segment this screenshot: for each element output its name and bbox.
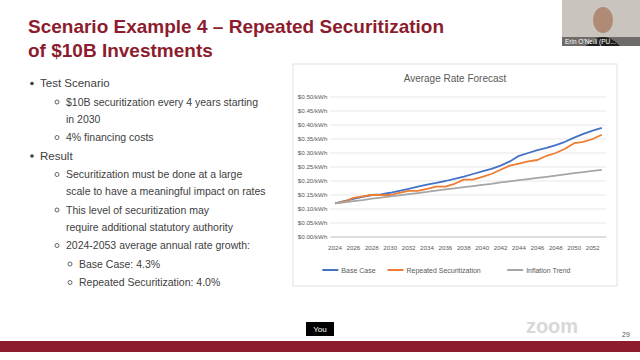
y-tick-label: $0.20/kWh [298,177,328,184]
x-tick-label: 2046 [531,244,545,251]
legend-swatch [322,269,338,271]
x-tick-label: 2044 [512,244,526,251]
bullet-dot [55,208,59,212]
x-tick-label: 2032 [402,244,416,251]
footer-bar [0,341,640,352]
slide-title: of $10B Investments [28,40,213,61]
bullet-text: This level of securitization may [66,204,210,216]
x-tick-label: 2038 [457,244,471,251]
bullet-dot [30,82,34,86]
y-tick-label: $0.30/kWh [298,149,328,156]
x-tick-label: 2030 [383,244,397,251]
caption: You [313,325,327,334]
bullet-text: in 2030 [66,113,101,125]
zoom-logo: zoom [526,315,578,337]
x-tick-label: 2048 [549,244,563,251]
x-tick-label: 2042 [494,244,508,251]
x-tick-label: 2040 [475,244,489,251]
bullet-text: 2024-2053 average annual rate growth: [66,239,250,251]
legend-label: Repeated Securitization [406,267,480,275]
grid-line [330,181,606,182]
slide-title: Scenario Example 4 – Repeated Securitiza… [28,16,444,37]
series-line [335,128,602,204]
series-group [335,128,602,204]
x-tick-label: 2024 [328,244,342,251]
y-tick-label: $0.40/kWh [298,121,328,128]
x-tick-label: 2028 [365,244,379,251]
name-tag-bg [562,37,640,46]
y-tick-label: $0.00/kWh [298,233,328,240]
grid-line [330,209,606,210]
y-tick-label: $0.50/kWh [298,93,328,100]
page-number: 29 [622,331,630,338]
bullet-text: require additional statutory authority [66,221,234,233]
speaker-name: Erin O'Neill (PU... [565,38,616,46]
x-tick-label: 2026 [347,244,361,251]
bullet-dot [55,136,59,140]
grid-line [330,167,606,168]
y-tick-label: $0.25/kWh [298,163,328,170]
bullet-text: 4% financing costs [66,131,154,143]
bullet-text: Base Case: 4.3% [79,258,160,270]
legend-label: Base Case [341,267,375,274]
background [0,0,640,360]
x-tick-label: 2034 [420,244,434,251]
bullet-dot [30,154,34,158]
bullet-dot [68,281,72,285]
legend-swatch [387,269,403,271]
bullet-dot [55,173,59,177]
speaker-face [593,7,613,33]
legend-swatch [507,269,523,271]
y-tick-label: $0.10/kWh [298,205,328,212]
legend-label: Inflation Trend [526,267,570,274]
video-thumbnail [562,0,640,46]
bullet-text: $10B securitization every 4 years starti… [66,96,258,108]
bullet-text: Repeated Securitization: 4.0% [79,276,220,288]
y-tick-label: $0.45/kWh [298,107,328,114]
x-tick-label: 2036 [439,244,453,251]
bullet-text: Test Scenario [40,77,110,89]
grid-line [330,153,606,154]
series-line [335,170,602,204]
bullet-text: scale to have a meaningful impact on rat… [66,185,266,197]
y-tick-label: $0.05/kWh [298,219,328,226]
x-tick-label: 2052 [586,244,600,251]
grid-line [330,97,606,98]
grid-line [330,139,606,140]
chart-frame [293,64,617,286]
y-range [330,97,331,237]
bullet-dot [68,262,72,266]
bullet-dot [55,100,59,104]
x-axis [330,237,606,238]
series-line [335,135,602,204]
caption-bg [306,322,334,336]
grid-line [330,223,606,224]
grid-line [330,125,606,126]
chart-title: Average Rate Forecast [404,73,507,84]
bullet-text: Result [40,150,73,162]
grid-line [330,111,606,112]
y-tick-label: $0.15/kWh [298,191,328,198]
bullet-text: Securitization must be done at a large [66,168,242,180]
grid-line [330,237,606,238]
bullet-dot [55,244,59,248]
x-tick-label: 2050 [567,244,581,251]
y-tick-label: $0.35/kWh [298,135,328,142]
slide: Scenario Example 4 – Repeated Securitiza… [0,0,640,360]
